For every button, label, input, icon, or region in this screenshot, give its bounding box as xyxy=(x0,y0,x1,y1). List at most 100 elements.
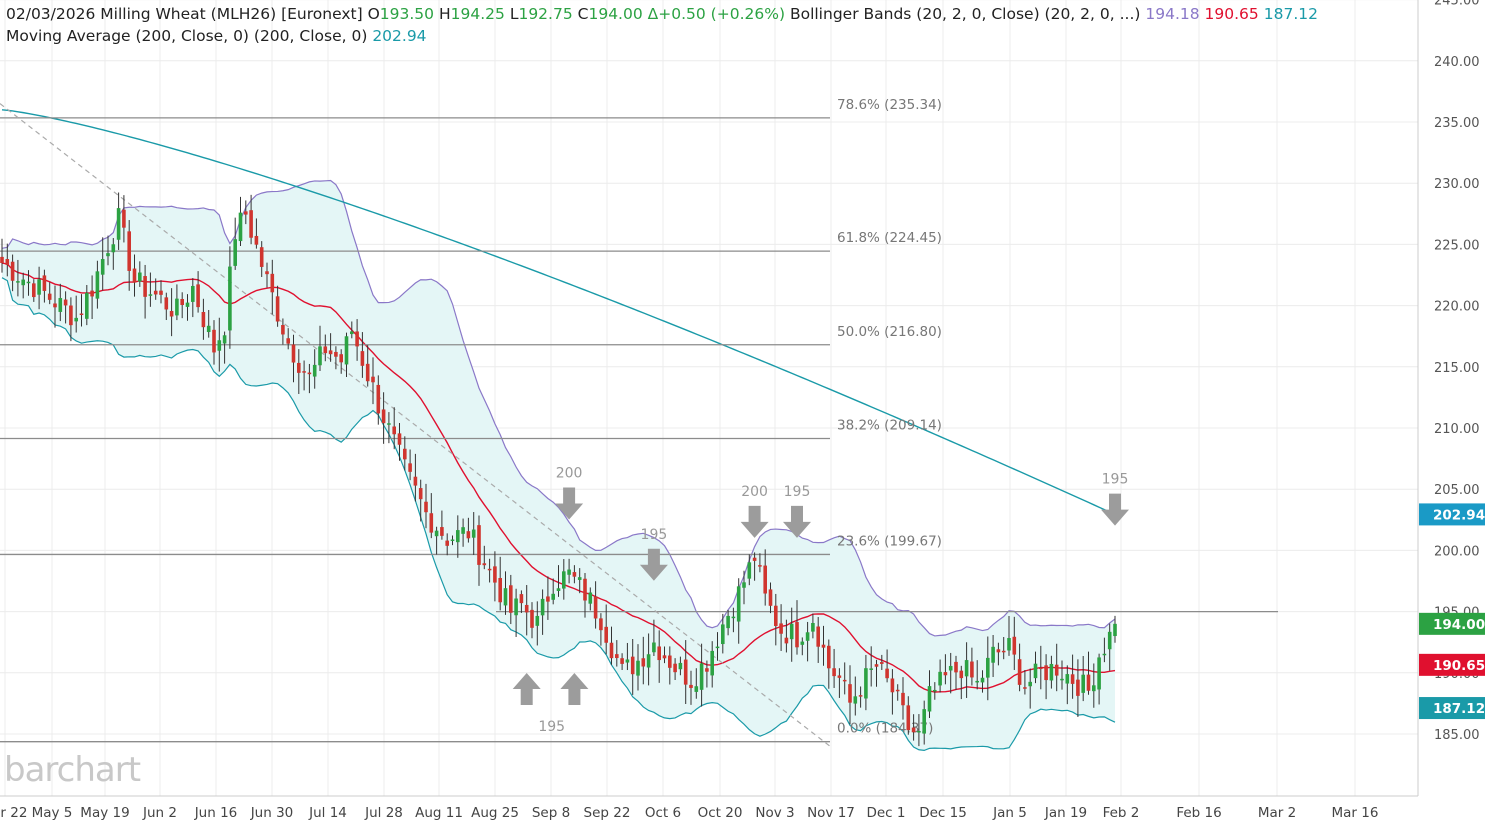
trend-line xyxy=(0,103,831,747)
candle-body xyxy=(461,527,465,534)
candle-body xyxy=(858,695,863,697)
candle-body xyxy=(933,689,937,692)
x-tick-label: Feb 16 xyxy=(1176,805,1221,821)
candle-body xyxy=(800,641,805,645)
candle-body xyxy=(731,616,736,619)
candle-body xyxy=(122,209,126,228)
candle-body xyxy=(445,540,449,546)
candle-body xyxy=(16,281,20,283)
y-tick-label: 235.00 xyxy=(1434,116,1480,131)
close-label: C xyxy=(577,5,589,23)
candle-body xyxy=(864,668,868,699)
candle-body xyxy=(562,571,566,589)
moving-average-label: Moving Average (200, Close, 0) (200, Clo… xyxy=(6,27,368,45)
candle-body xyxy=(344,336,349,365)
y-tick-label: 205.00 xyxy=(1434,483,1480,498)
candle-body xyxy=(477,525,481,565)
candle-body xyxy=(339,354,343,363)
y-tick-label: 185.00 xyxy=(1434,728,1480,743)
candle-body xyxy=(514,598,518,616)
candle-body xyxy=(742,582,746,588)
x-tick-label: Sep 22 xyxy=(584,805,631,821)
candle-body xyxy=(917,730,921,733)
candle-body xyxy=(487,568,492,571)
candle-body xyxy=(625,659,630,663)
x-tick-label: Oct 6 xyxy=(645,805,681,821)
candle-body xyxy=(440,527,444,536)
candle-body xyxy=(21,279,25,286)
candle-body xyxy=(1044,665,1048,681)
fib-level-label: 23.6% (199.67) xyxy=(837,533,942,549)
candle-body xyxy=(577,577,582,580)
candle-body xyxy=(334,351,338,357)
candle-body xyxy=(758,565,762,567)
down-arrow-icon xyxy=(783,505,811,538)
annotation-label: 195 xyxy=(538,719,565,735)
candle-body xyxy=(593,596,598,619)
candle-body xyxy=(996,649,1001,653)
candle-body xyxy=(906,705,911,731)
candle-body xyxy=(1107,631,1112,650)
candle-body xyxy=(959,670,964,679)
candle-body xyxy=(503,588,508,606)
candle-body xyxy=(498,578,502,603)
candle-body xyxy=(795,622,799,648)
candle-body xyxy=(429,513,434,533)
x-tick-label: Aug 25 xyxy=(471,805,519,821)
price-label-text: 194.00 xyxy=(1433,617,1485,633)
candle-body xyxy=(943,672,948,676)
down-arrow-icon xyxy=(639,548,668,581)
candle-body xyxy=(138,272,142,282)
y-tick-label: 225.00 xyxy=(1434,238,1480,253)
price-label-box xyxy=(1419,612,1485,635)
candle-body xyxy=(572,572,577,577)
candle-body xyxy=(164,297,169,310)
candle-body xyxy=(948,665,953,671)
x-tick-label: Nov 3 xyxy=(755,805,794,821)
candle-body xyxy=(450,539,455,541)
candle-body xyxy=(779,623,783,634)
candle-body xyxy=(1086,674,1091,691)
candle-body xyxy=(583,578,587,601)
candle-body xyxy=(212,329,216,353)
candle-body xyxy=(530,609,534,628)
candle-body xyxy=(79,313,84,316)
candle-body xyxy=(567,569,571,575)
candle-body xyxy=(106,253,110,257)
candle-body xyxy=(1023,687,1027,689)
candle-body xyxy=(874,664,879,667)
candle-body xyxy=(694,686,699,692)
candle-body xyxy=(238,212,243,242)
candle-body xyxy=(832,668,836,677)
candle-body xyxy=(233,239,237,266)
candle-body xyxy=(58,298,63,312)
candle-body xyxy=(1060,678,1064,681)
candle-body xyxy=(169,310,174,317)
candle-body xyxy=(74,317,78,322)
x-tick-label: May 5 xyxy=(32,805,73,821)
candle-body xyxy=(180,299,184,306)
candle-body xyxy=(721,624,725,645)
candle-body xyxy=(1113,623,1117,637)
candle-body xyxy=(307,372,312,375)
candle-body xyxy=(42,275,47,291)
candle-body xyxy=(509,585,513,613)
candle-body xyxy=(784,637,789,644)
bollinger-label: Bollinger Bands (20, 2, 0, Close) (20, 2… xyxy=(789,5,1141,23)
candle-body xyxy=(95,271,100,299)
candle-body xyxy=(747,562,752,579)
candle-body xyxy=(1081,674,1085,693)
candle-body xyxy=(853,696,858,704)
candle-body xyxy=(37,279,41,295)
candle-body xyxy=(1039,667,1043,670)
candle-body xyxy=(111,244,116,253)
candle-body xyxy=(662,655,667,659)
x-tick-label: Oct 20 xyxy=(698,805,743,821)
fib-level-label: 61.8% (224.45) xyxy=(837,230,942,246)
candle-body xyxy=(652,642,656,653)
candle-body xyxy=(254,235,259,245)
candle-body xyxy=(10,261,15,281)
candle-body xyxy=(90,290,94,297)
candle-body xyxy=(1054,664,1059,676)
